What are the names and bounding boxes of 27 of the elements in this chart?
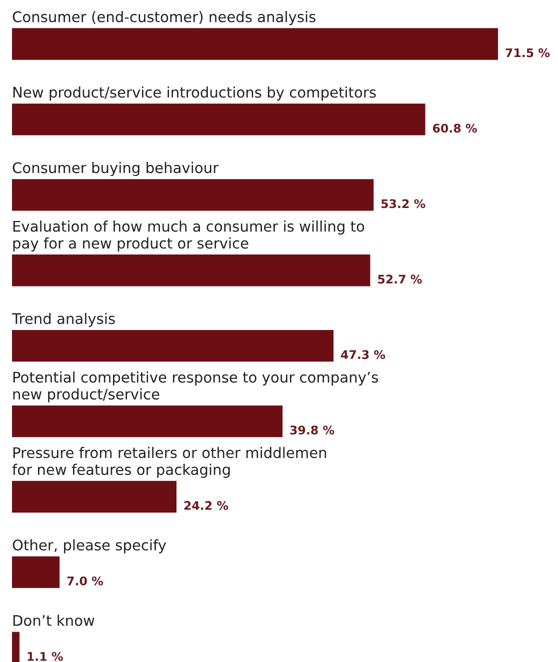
bar — [12, 179, 374, 211]
data-label: 24.2 % — [184, 501, 228, 510]
y-tick-label: Potential competitive response to your company’s new product/service — [13, 371, 378, 402]
y-tick-label: Don’t know — [13, 614, 94, 626]
bar — [12, 104, 426, 136]
y-tick-label: Consumer (end-customer) needs analysis — [12, 11, 316, 26]
y-tick-label: Consumer buying behaviour — [12, 162, 219, 176]
bar — [12, 28, 498, 60]
y-tick-label: New product/service introductions by competitors — [13, 86, 376, 101]
data-label: 52.7 % — [378, 274, 422, 284]
bar — [12, 556, 60, 588]
y-tick-label: Pressure from retailers or other middlemen for new features or packaging — [12, 446, 326, 478]
data-label: 1.1 % — [28, 652, 63, 661]
bar — [12, 480, 176, 513]
y-tick-label: Evaluation of how much a consumer is willing to pay for a new product or service — [13, 220, 364, 252]
y-tick-label: Trend analysis — [12, 312, 115, 327]
y-tick-label: Other, please specify — [12, 539, 166, 554]
data-label: 60.8 % — [432, 124, 477, 133]
bar — [12, 254, 370, 286]
bar — [12, 632, 20, 662]
data-label: 39.8 % — [290, 426, 334, 435]
bar — [12, 405, 283, 438]
data-label: 71.5 % — [506, 48, 550, 58]
data-label: 7.0 % — [67, 576, 103, 586]
data-label: 53.2 % — [381, 199, 426, 208]
bar — [12, 330, 334, 362]
data-label: 47.3 % — [340, 350, 386, 360]
